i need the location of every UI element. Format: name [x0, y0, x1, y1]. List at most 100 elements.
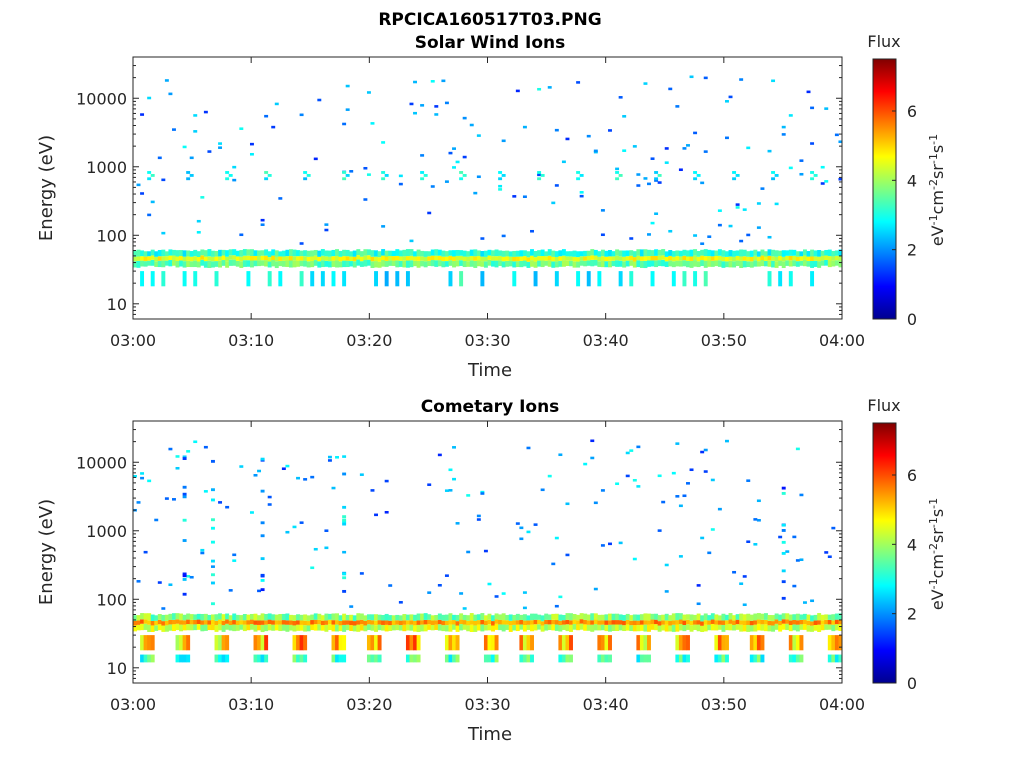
- spectrogram-cell: [657, 625, 662, 632]
- spectrogram-cell: [189, 575, 194, 579]
- spectrogram-cell: [551, 619, 556, 625]
- spectrogram-cell: [512, 620, 517, 625]
- spectrogram-cell: [725, 635, 729, 651]
- spectrogram-cell: [739, 620, 744, 625]
- spectrogram-cell: [246, 271, 251, 287]
- spectrogram-cell: [756, 635, 761, 651]
- spectrogram-cell: [288, 249, 293, 257]
- spectrogram-cell: [207, 256, 212, 261]
- spectrogram-cell: [625, 256, 630, 261]
- spectrogram-cell: [728, 613, 733, 620]
- figure-title: RPCICA160517T03.PNG: [378, 10, 601, 30]
- spectrogram-cell: [682, 494, 687, 498]
- spectrogram-cell: [817, 261, 822, 268]
- spectrogram-cell: [409, 614, 414, 621]
- spectrogram-cell: [661, 500, 666, 504]
- spectrogram-cell: [639, 249, 644, 257]
- spectrogram-cell: [327, 256, 332, 262]
- spectrogram-cell: [622, 261, 627, 268]
- spectrogram-cell: [522, 256, 527, 261]
- spectrogram-cell: [678, 260, 683, 267]
- spectrogram-cell: [654, 177, 659, 181]
- spectrogram-cell: [721, 261, 726, 268]
- spectrogram-cell: [512, 256, 517, 262]
- spectrogram-cell: [764, 260, 768, 267]
- spectrogram-cell: [781, 125, 786, 129]
- spectrogram-cell: [512, 271, 517, 287]
- spectrogram-cell: [388, 625, 393, 631]
- spectrogram-cell: [455, 160, 460, 164]
- spectrogram-cell: [299, 620, 304, 625]
- spectrogram-cell: [487, 249, 492, 256]
- spectrogram-cell: [788, 166, 793, 170]
- spectrogram-cell: [278, 260, 283, 267]
- spectrogram-cell: [416, 256, 421, 261]
- spectrogram-cell: [416, 249, 421, 257]
- spectrogram-cell: [675, 624, 680, 632]
- spectrogram-cell: [409, 102, 414, 106]
- spectrogram-cell: [749, 620, 754, 626]
- spectrogram-cell: [179, 256, 184, 261]
- spectrogram-cell: [799, 558, 804, 561]
- spectrogram-cell: [696, 256, 701, 262]
- spectrogram-cell: [632, 620, 637, 626]
- spectrogram-cell: [717, 620, 722, 625]
- spectrogram-cell: [246, 624, 251, 631]
- spectrogram-cell: [423, 613, 428, 620]
- spectrogram-cell: [664, 256, 669, 262]
- spectrogram-cell: [700, 242, 705, 245]
- spectrogram-cell: [480, 490, 485, 494]
- spectrogram-cell: [678, 555, 683, 558]
- spectrogram-cell: [225, 256, 230, 262]
- spectrogram-cell: [579, 613, 584, 620]
- spectrogram-cell: [703, 256, 708, 261]
- spectrogram-cell: [338, 256, 343, 262]
- spectrogram-cell: [338, 250, 343, 257]
- solar-wind-x-label: Time: [467, 360, 512, 381]
- spectrogram-cell: [133, 615, 137, 621]
- spectrogram-cell: [810, 615, 815, 622]
- spectrogram-cell: [210, 261, 215, 268]
- spectrogram-cell: [732, 625, 737, 631]
- spectrogram-cell: [742, 625, 747, 632]
- spectrogram-cell: [264, 249, 269, 256]
- spectrogram-cell: [834, 635, 839, 651]
- spectrogram-cell: [246, 255, 251, 261]
- spectrogram-cell: [434, 260, 439, 267]
- spectrogram-cell: [650, 613, 655, 620]
- spectrogram-cell: [547, 614, 552, 620]
- spectrogram-cell: [703, 624, 708, 632]
- spectrogram-cell: [398, 182, 403, 186]
- spectrogram-cell: [604, 261, 609, 268]
- spectrogram-cell: [799, 260, 804, 266]
- spectrogram-cell: [512, 261, 517, 268]
- spectrogram-cell: [671, 471, 676, 475]
- spectrogram-cell: [615, 624, 620, 632]
- spectrogram-cell: [689, 614, 694, 621]
- spectrogram-cell: [476, 134, 481, 137]
- spectrogram-cell: [430, 255, 435, 261]
- spectrogram-cell: [778, 256, 783, 261]
- spectrogram-cell: [317, 619, 322, 625]
- spectrogram-cell: [824, 249, 829, 256]
- spectrogram-cell: [267, 495, 272, 499]
- spectrogram-cell: [285, 260, 290, 267]
- spectrogram-cell: [310, 475, 315, 479]
- spectrogram-cell: [448, 620, 453, 625]
- spectrogram-cell: [423, 261, 428, 268]
- spectrogram-cell: [140, 623, 145, 631]
- spectrogram-cell: [707, 615, 712, 621]
- solar-wind-colorbar-units: eV-1cm-2sr-1s-1: [927, 134, 947, 246]
- spectrogram-cell: [175, 619, 180, 624]
- spectrogram-cell: [164, 79, 169, 82]
- spectrogram-cell: [803, 619, 807, 625]
- spectrogram-cell: [806, 620, 811, 626]
- spectrogram-cell: [260, 654, 265, 663]
- spectrogram-cell: [214, 625, 219, 632]
- spectrogram-cell: [767, 271, 772, 287]
- spectrogram-cell: [427, 260, 432, 266]
- spectrogram-cell: [292, 525, 297, 529]
- spectrogram-cell: [554, 261, 559, 268]
- spectrogram-cell: [398, 260, 403, 267]
- spectrogram-cell: [388, 250, 393, 256]
